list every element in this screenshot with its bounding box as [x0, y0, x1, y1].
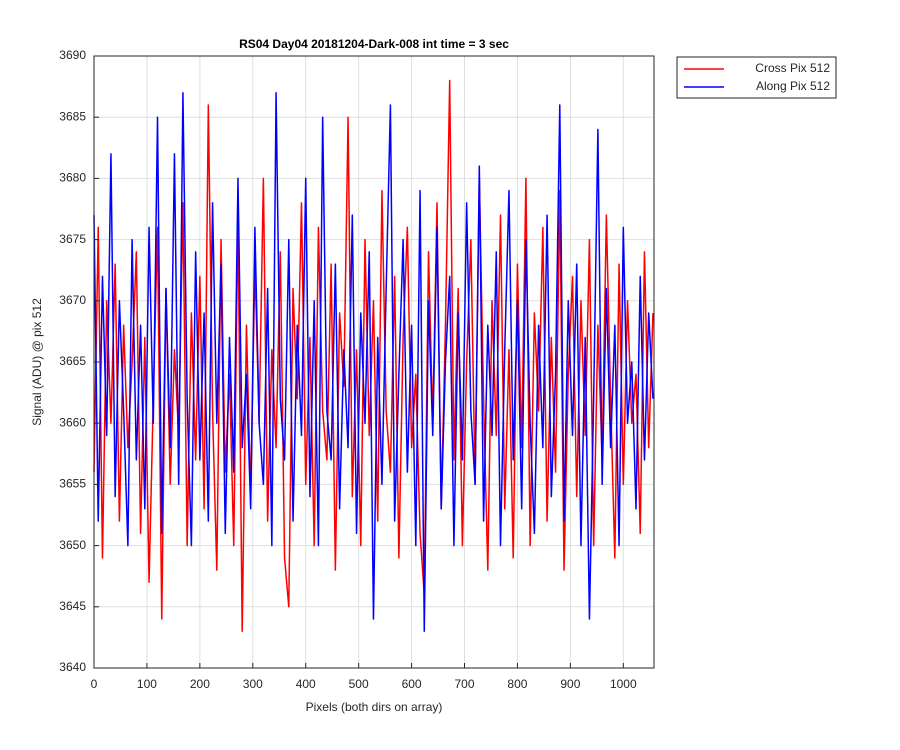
y-tick-label: 3655 [59, 477, 86, 491]
y-tick-label: 3680 [59, 171, 86, 185]
series-line [93, 91, 654, 633]
lines [93, 79, 654, 633]
x-axis-label: Pixels (both dirs on array) [306, 700, 443, 714]
x-tick-label: 200 [190, 677, 210, 691]
legend-label: Cross Pix 512 [755, 61, 830, 75]
x-tick-label: 300 [243, 677, 263, 691]
x-tick-label: 700 [454, 677, 474, 691]
y-tick-label: 3690 [59, 48, 86, 62]
x-tick-label: 500 [349, 677, 369, 691]
legend-box [676, 56, 837, 99]
x-tick-label: 900 [560, 677, 580, 691]
legend-label: Along Pix 512 [756, 79, 830, 93]
x-tick-label: 100 [137, 677, 157, 691]
x-tick-label: 800 [507, 677, 527, 691]
x-tick-label: 400 [296, 677, 316, 691]
y-tick-label: 3685 [59, 109, 86, 123]
y-tick-label: 3650 [59, 538, 86, 552]
x-tick-label: 1000 [610, 677, 637, 691]
y-tick-label: 3665 [59, 354, 86, 368]
ticks: 0 100 200 300 400 500 600 700 800 900 1000 3640 3645… [59, 48, 637, 691]
x-tick-label: 600 [402, 677, 422, 691]
y-axis-label: Signal (ADU) @ pix 512 [30, 298, 44, 426]
y-tick-label: 3660 [59, 415, 86, 429]
y-tick-label: 3640 [59, 660, 86, 674]
chart-title: RS04 Day04 20181204-Dark-008 int time = … [239, 37, 509, 51]
y-tick-label: 3670 [59, 293, 86, 307]
y-tick-label: 3645 [59, 599, 86, 613]
legend: Cross Pix 512 Along Pix 512 [676, 56, 837, 99]
x-tick-label: 0 [91, 677, 98, 691]
y-tick-label: 3675 [59, 232, 86, 246]
series-line [93, 79, 654, 633]
